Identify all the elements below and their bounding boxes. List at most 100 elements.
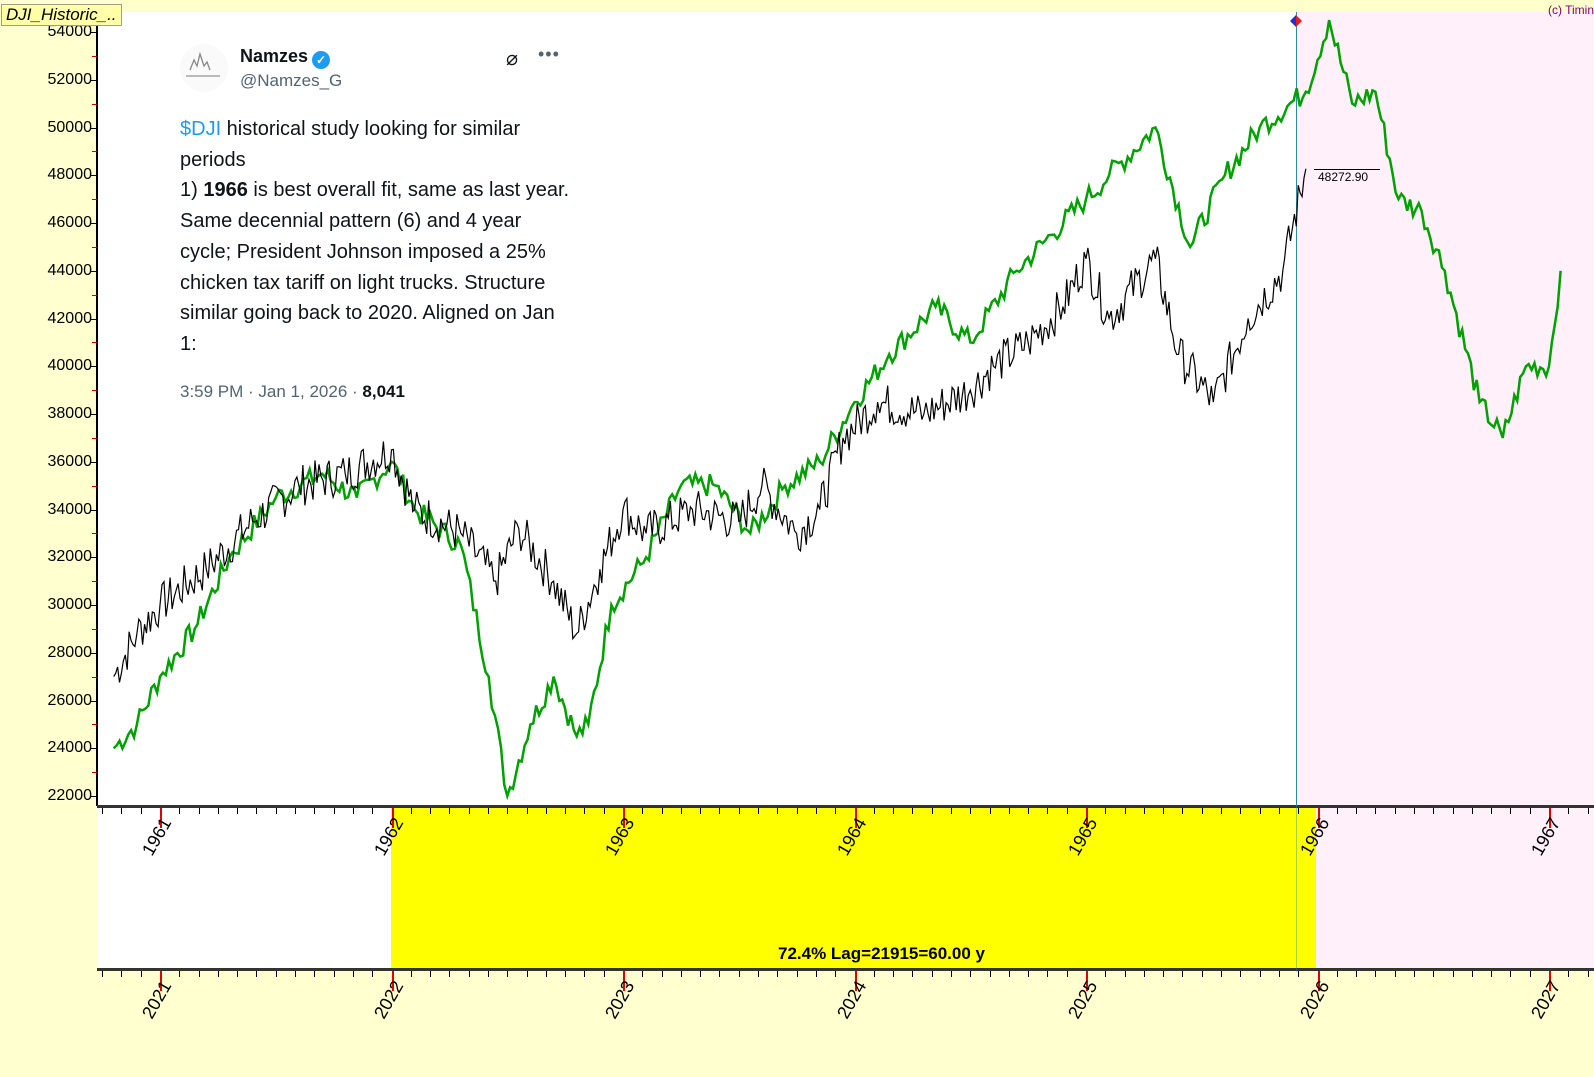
x-minor-tick [487, 808, 489, 814]
x-minor-tick [931, 808, 933, 814]
more-icon[interactable]: ••• [538, 44, 560, 64]
x-major-tick [1317, 808, 1320, 828]
x-minor-tick [1510, 808, 1512, 814]
x-minor-tick [912, 808, 914, 814]
tweet-timestamp[interactable]: 3:59 PM · Jan 1, 2026 · [180, 382, 363, 401]
x-major-tick [160, 971, 162, 991]
axis-line-bottom [97, 968, 1594, 971]
x-minor-tick [102, 808, 104, 814]
chart-title-tab[interactable]: DJI_Historic_.. [1, 4, 122, 26]
x-minor-tick [1143, 808, 1145, 814]
x-minor-tick [796, 971, 798, 977]
tweet-text-2: 1) [180, 179, 204, 202]
x-minor-tick [1182, 808, 1184, 814]
y-minor-tick [92, 437, 97, 439]
x-minor-tick [1394, 971, 1396, 977]
y-tick-mark [91, 223, 98, 224]
x-minor-tick [1587, 971, 1589, 977]
x-minor-tick [449, 808, 451, 814]
author-handle[interactable]: @Namzes_G [240, 71, 343, 90]
author-name[interactable]: Namzes ✓ [240, 46, 331, 69]
x-minor-tick [1240, 971, 1242, 977]
x-minor-tick [1240, 808, 1242, 814]
x-minor-tick [584, 808, 586, 814]
y-tick-label: 38000 [47, 405, 93, 422]
y-tick-label: 52000 [47, 70, 93, 88]
x-minor-tick [835, 971, 837, 977]
x-minor-tick [1201, 808, 1203, 814]
x-minor-tick [526, 808, 528, 814]
y-tick-mark [91, 461, 98, 463]
cursor-marker-icon[interactable] [1290, 15, 1302, 27]
y-tick-mark [91, 270, 98, 272]
x-minor-tick [121, 808, 123, 814]
x-minor-tick [1221, 808, 1223, 814]
x-minor-tick [931, 971, 933, 977]
x-minor-tick [1163, 808, 1165, 814]
x-major-tick [1086, 971, 1088, 991]
x-minor-tick [1510, 971, 1512, 977]
grok-icon[interactable]: ⌀ [506, 48, 519, 70]
x-minor-tick [1587, 808, 1589, 814]
y-tick-label: 28000 [47, 643, 93, 661]
y-minor-tick [92, 199, 97, 201]
x-minor-tick [1413, 971, 1415, 977]
x-minor-tick [738, 971, 740, 977]
x-minor-tick [1471, 971, 1473, 977]
x-minor-tick [950, 971, 952, 977]
x-minor-tick [449, 971, 451, 977]
y-tick-mark [91, 652, 98, 654]
x-minor-tick [1529, 808, 1531, 814]
x-minor-tick [565, 971, 567, 977]
x-minor-tick [545, 971, 547, 977]
x-minor-tick [642, 808, 644, 814]
x-minor-tick [1066, 971, 1068, 977]
x-minor-tick [1008, 971, 1010, 977]
cursor-line[interactable] [1296, 12, 1297, 806]
y-tick-mark [91, 748, 98, 750]
x-minor-tick [796, 808, 798, 814]
x-minor-tick [680, 971, 682, 977]
x-minor-tick [719, 808, 721, 814]
x-minor-tick [487, 971, 489, 977]
x-minor-tick [410, 808, 412, 814]
x-minor-tick [1163, 971, 1165, 977]
x-major-tick [391, 808, 394, 828]
x-minor-tick [526, 971, 528, 977]
x-major-tick [623, 971, 625, 991]
y-tick-label: 40000 [47, 357, 93, 375]
x-minor-tick [873, 971, 875, 977]
x-minor-tick [1452, 808, 1454, 814]
y-tick-label: 42000 [47, 309, 93, 327]
avatar[interactable] [180, 44, 228, 92]
y-minor-tick [92, 628, 97, 630]
x-minor-tick [1298, 808, 1300, 814]
cashtag-link[interactable]: $DJI [180, 118, 222, 140]
x-minor-tick [700, 808, 702, 814]
x-minor-tick [237, 971, 239, 977]
tweet-text-3: is best overall fit, same as last year. … [180, 179, 570, 355]
y-tick-label: 22000 [47, 787, 93, 804]
x-minor-tick [989, 971, 991, 977]
y-minor-tick [92, 103, 97, 105]
x-minor-tick [410, 971, 412, 977]
y-tick-label: 46000 [47, 214, 93, 231]
x-minor-tick [1433, 971, 1435, 977]
y-minor-tick [92, 485, 97, 487]
x-minor-tick [333, 971, 335, 977]
x-minor-tick [661, 971, 663, 977]
x-minor-tick [1221, 971, 1223, 977]
x-minor-tick [777, 808, 779, 814]
future-band [1316, 806, 1594, 970]
x-minor-tick [1066, 808, 1068, 814]
tweet-text-1: historical study looking for similar per… [180, 118, 521, 171]
copyright-text: (c) Timin [1548, 3, 1594, 17]
tweet-card: Namzes ✓ @Namzes_G ⌀ ••• $DJI historical … [172, 38, 572, 418]
y-tick-mark [91, 366, 98, 368]
x-minor-tick [603, 971, 605, 977]
tweet-body: $DJI historical study looking for simila… [180, 114, 572, 360]
y-tick-mark [91, 557, 98, 559]
x-minor-tick [217, 971, 219, 977]
x-minor-tick [1105, 808, 1107, 814]
y-minor-tick [92, 533, 97, 535]
